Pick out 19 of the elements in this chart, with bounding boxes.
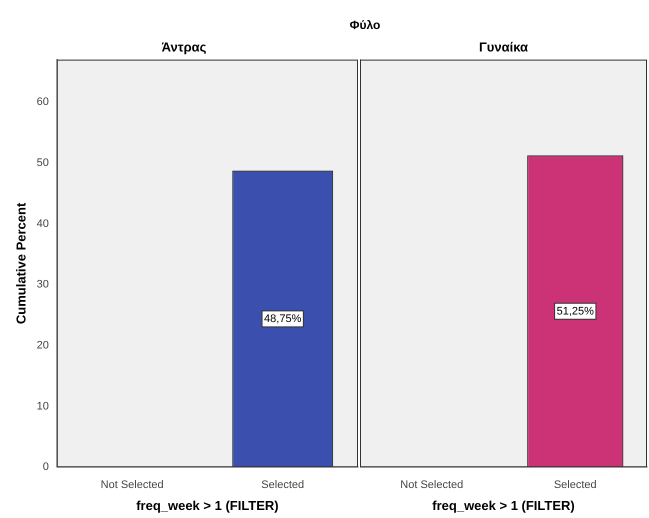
text: Φύλο [348,18,382,32]
data-label: 51,25% [556,305,594,318]
y-tick-label: 20 [36,340,49,352]
y-tick-label: 10 [36,400,49,412]
y-tick-label: 60 [36,96,49,108]
x-tick-label: Selected [261,478,304,491]
x-axis-title: freq_week > 1 (FILTER) [432,498,575,513]
chart-title: Γυναίκα [478,39,528,54]
x-tick-label: Selected [554,478,597,491]
x-tick-label: Not Selected [100,478,164,491]
chart-title: Άντρας [162,39,207,54]
y-axis-title: Cumulative Percent [13,202,28,324]
data-label: 48,75% [264,312,302,325]
y-tick-label: 0 [42,461,49,474]
x-tick-label: Not Selected [400,478,464,491]
y-tick-label: 40 [36,218,49,230]
y-tick-label: 30 [36,278,49,291]
x-axis-title: freq_week > 1 (FILTER) [136,498,279,513]
y-tick-label: 50 [36,157,49,170]
